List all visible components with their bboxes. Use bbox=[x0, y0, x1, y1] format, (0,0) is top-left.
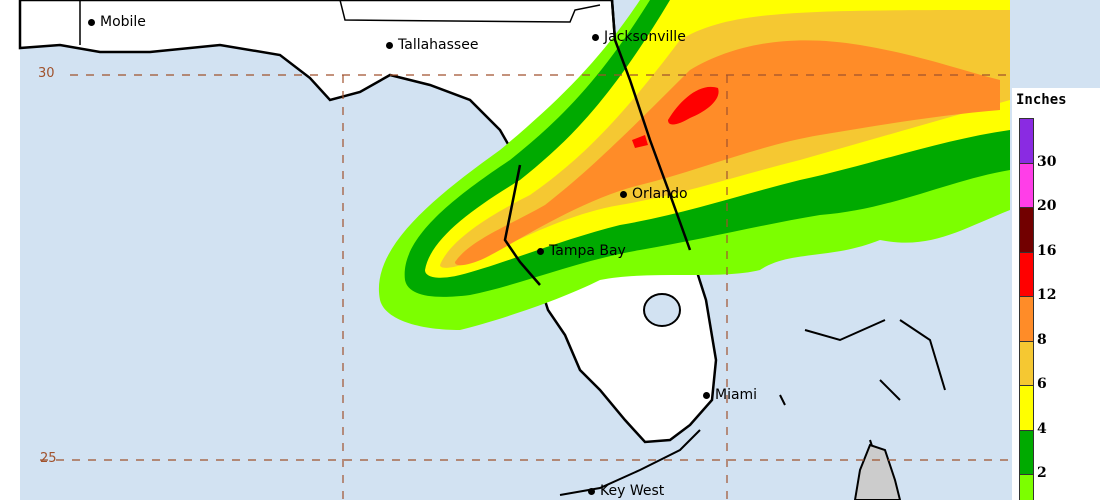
city-miami: Miami bbox=[703, 387, 757, 403]
rainfall-swath bbox=[378, 0, 1010, 330]
bahamas bbox=[779, 319, 946, 471]
legend-swatch bbox=[1019, 385, 1034, 431]
city-tampa-bay: Tampa Bay bbox=[537, 243, 626, 259]
legend-swatch bbox=[1019, 118, 1034, 164]
coastline bbox=[503, 0, 692, 286]
city-dot bbox=[386, 41, 393, 49]
florida-keys bbox=[559, 429, 701, 496]
legend-tick-label: 20 bbox=[1037, 198, 1057, 214]
legend-tick-label: 8 bbox=[1037, 331, 1047, 348]
legend-tick-label: 12 bbox=[1037, 287, 1057, 303]
city-dot bbox=[620, 190, 627, 198]
legend-swatch bbox=[1019, 207, 1034, 253]
city-dot bbox=[592, 33, 599, 41]
legend-tick-label: 16 bbox=[1037, 242, 1057, 259]
legend-swatch bbox=[1019, 251, 1034, 297]
legend-swatch bbox=[1019, 340, 1034, 386]
legend-swatch bbox=[1019, 474, 1034, 500]
city-tallahassee: Tallahassee bbox=[386, 37, 478, 53]
band-8-12 bbox=[455, 40, 1000, 266]
lake-okeechobee bbox=[643, 293, 681, 327]
city-jacksonville: Jacksonville bbox=[592, 29, 686, 45]
legend-swatch bbox=[1019, 429, 1034, 475]
city-dot bbox=[588, 487, 595, 495]
legend-title: Inches bbox=[1016, 92, 1067, 108]
city-dot bbox=[537, 247, 544, 255]
legend-swatch bbox=[1019, 296, 1034, 342]
legend: Inches 30 20 16 12 8 6 4 2 bbox=[1012, 88, 1100, 500]
state-borders bbox=[79, 0, 601, 45]
band-12-16 bbox=[632, 86, 719, 148]
island bbox=[853, 443, 902, 500]
latitude-label-30: 30 bbox=[38, 66, 55, 81]
city-mobile: Mobile bbox=[88, 14, 146, 30]
legend-swatch bbox=[1019, 162, 1034, 208]
city-dot bbox=[88, 18, 95, 26]
legend-tick-label: 4 bbox=[1037, 420, 1047, 437]
latitude-label-25: 25 bbox=[40, 451, 57, 466]
city-key-west: Key West bbox=[588, 483, 664, 499]
city-orlando: Orlando bbox=[620, 186, 688, 202]
legend-tick-label: 2 bbox=[1037, 465, 1047, 481]
legend-tick-label: 6 bbox=[1037, 376, 1047, 392]
legend-tick-label: 30 bbox=[1037, 153, 1057, 170]
city-dot bbox=[703, 391, 710, 399]
graticule bbox=[40, 74, 1010, 500]
